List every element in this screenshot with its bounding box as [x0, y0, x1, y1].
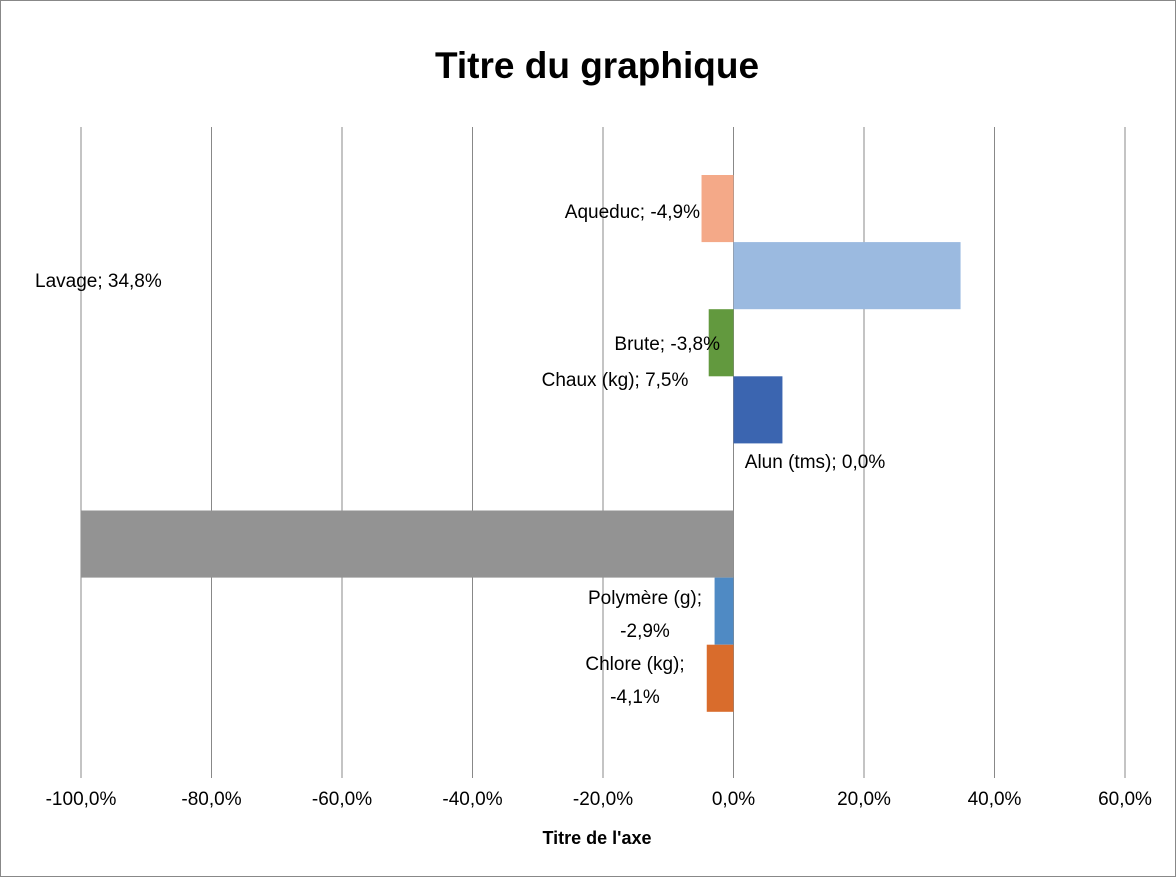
- bar: [714, 577, 734, 645]
- bar: [708, 309, 734, 377]
- x-tick-label: -60,0%: [312, 789, 372, 810]
- x-tick-label: 60,0%: [1098, 789, 1152, 810]
- x-tick-label: 0,0%: [712, 789, 755, 810]
- data-label: Polymère (g); -2,9%: [587, 588, 703, 642]
- data-label: Chlore (kg); -4,1%: [585, 654, 685, 708]
- bar: [733, 242, 961, 310]
- x-axis-title: Titre de l'axe: [542, 828, 651, 848]
- data-label: Brute; -3,8%: [614, 334, 720, 355]
- x-tick-label: -80,0%: [181, 789, 241, 810]
- bar: [733, 376, 783, 444]
- bar: [81, 510, 734, 578]
- data-label: Lavage; 34,8%: [35, 271, 162, 292]
- x-tick-label: -20,0%: [573, 789, 633, 810]
- x-tick-label: 40,0%: [968, 789, 1022, 810]
- x-tick-label: 20,0%: [837, 789, 891, 810]
- x-tick-label: -40,0%: [442, 789, 502, 810]
- bar: [706, 644, 734, 712]
- x-tick-label: -100,0%: [46, 789, 117, 810]
- chart-title: Titre du graphique: [435, 45, 759, 86]
- data-label: Chaux (kg); 7,5%: [541, 370, 689, 391]
- data-label: Alun (tms); 0,0%: [744, 452, 886, 473]
- bar: [701, 175, 734, 243]
- data-label: Aqueduc; -4,9%: [564, 202, 700, 223]
